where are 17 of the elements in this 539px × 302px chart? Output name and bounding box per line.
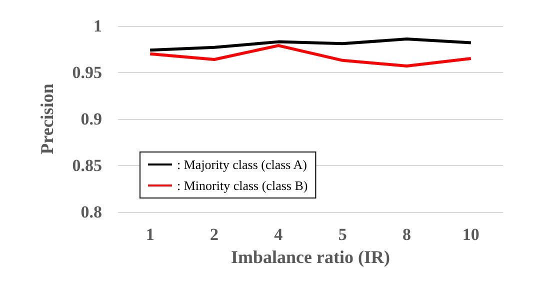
y-tick-label: 0.8 bbox=[80, 202, 102, 222]
line-series bbox=[148, 44, 472, 68]
y-tick-label: 0.85 bbox=[72, 156, 102, 175]
x-tick-label: 1 bbox=[146, 225, 154, 244]
y-tick-label: 1 bbox=[94, 16, 102, 36]
x-tick-label: 8 bbox=[402, 225, 411, 244]
x-tick-label: 10 bbox=[462, 225, 480, 244]
x-tick-label: 2 bbox=[210, 225, 218, 244]
legend-label: : Minority class (class B) bbox=[177, 178, 308, 193]
y-axis-title: Precision bbox=[37, 84, 57, 154]
line-series bbox=[148, 38, 472, 52]
x-tick-label: 5 bbox=[338, 225, 347, 244]
y-tick-label: 0.9 bbox=[80, 110, 102, 128]
x-axis-title: Imbalance ratio (IR) bbox=[231, 246, 390, 267]
x-tick-label: 4 bbox=[274, 225, 284, 244]
legend-label: : Majority class (class A) bbox=[177, 157, 307, 172]
y-tick-label: 0.95 bbox=[72, 63, 102, 82]
